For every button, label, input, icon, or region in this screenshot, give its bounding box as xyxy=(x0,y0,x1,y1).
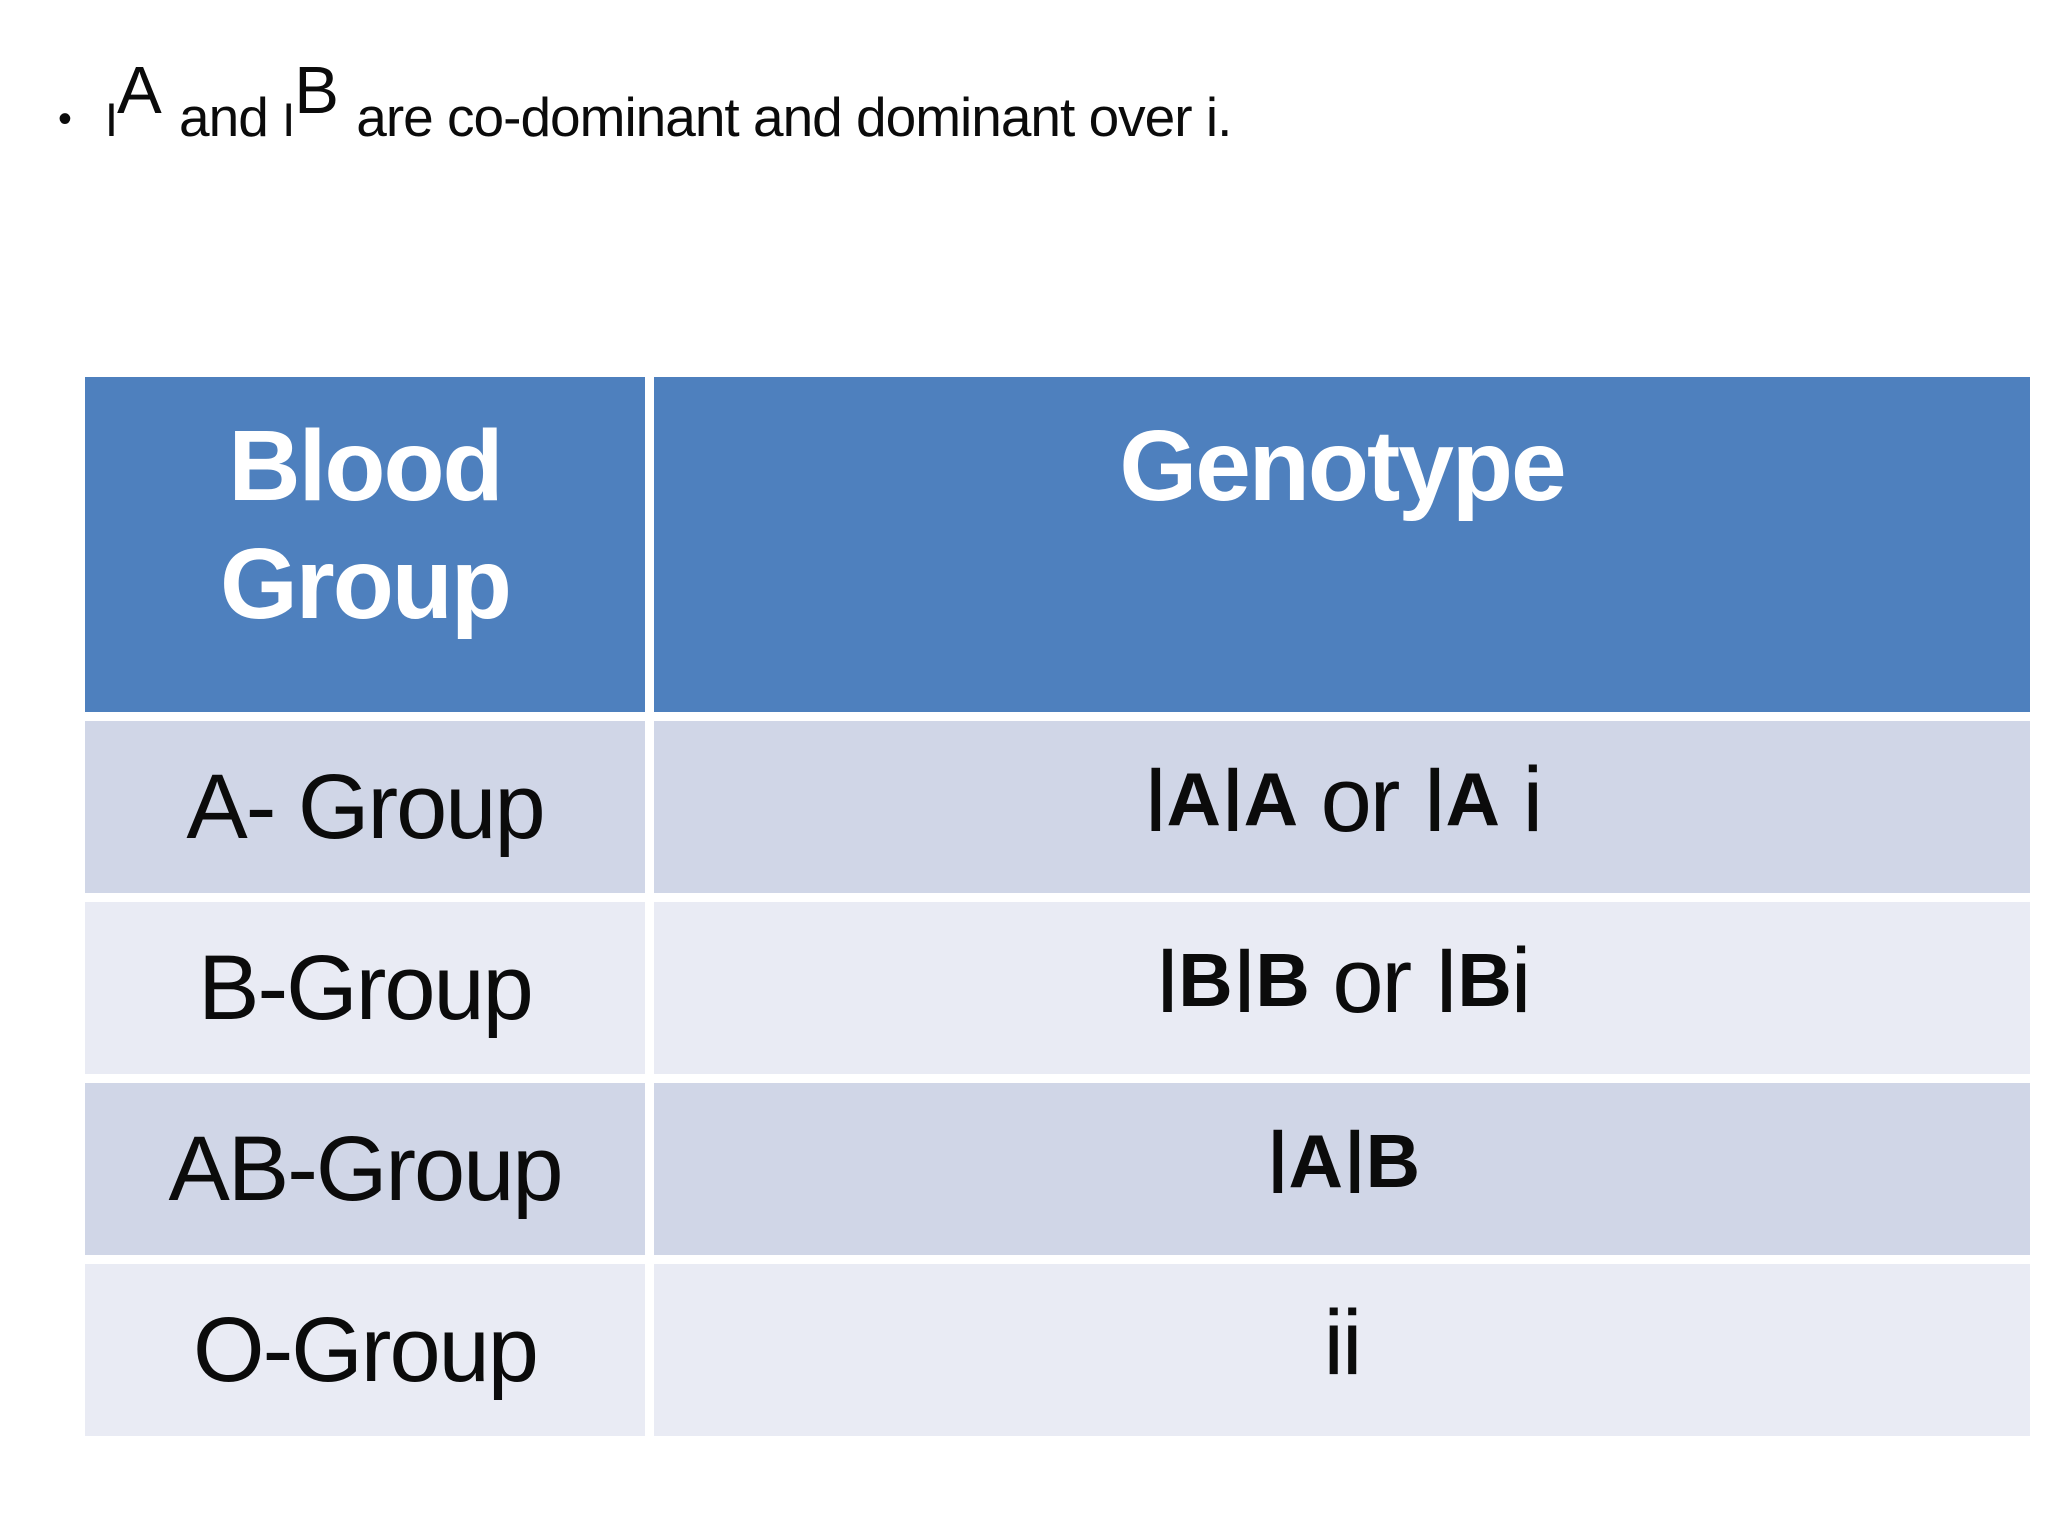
text-segment: I xyxy=(1342,1111,1368,1213)
superscript-allele: A xyxy=(1288,1119,1343,1204)
text-segment: I xyxy=(282,94,295,148)
superscript-allele: B xyxy=(1178,938,1232,1023)
superscript-allele: B xyxy=(1457,938,1511,1023)
text-segment: I xyxy=(1220,749,1246,851)
bullet-text: IA and IB are co-dominant and dominant o… xyxy=(104,53,1233,149)
superscript-allele: B xyxy=(1255,938,1309,1023)
text-segment: I xyxy=(1421,749,1448,851)
text-segment: I xyxy=(1231,930,1258,1032)
superscript-allele: B xyxy=(294,53,339,128)
cell-blood-group-o: O-Group xyxy=(85,1264,645,1436)
text-segment: and xyxy=(164,86,283,149)
cell-blood-group-b: B-Group xyxy=(85,902,645,1074)
superscript-allele: A xyxy=(117,53,162,128)
cell-genotype-o: ii xyxy=(654,1264,2030,1436)
text-segment: I xyxy=(104,94,118,148)
column-header-genotype: Genotype xyxy=(654,377,2030,712)
superscript-allele: A xyxy=(1445,757,1500,842)
bullet-line: • IA and IB are co-dominant and dominant … xyxy=(58,52,1233,150)
superscript-allele: A xyxy=(1243,757,1298,842)
superscript-allele: A xyxy=(1166,757,1221,842)
text-segment: I xyxy=(1433,930,1460,1032)
text-segment: are co-dominant and dominant over i. xyxy=(342,86,1232,149)
text-segment: or xyxy=(1308,930,1434,1032)
text-segment: or xyxy=(1297,749,1422,851)
bullet-marker: • xyxy=(58,97,72,142)
text-segment: i xyxy=(1499,749,1543,851)
text-segment: I xyxy=(1142,749,1169,851)
superscript-allele: B xyxy=(1365,1119,1420,1204)
column-header-blood-group: Blood Group xyxy=(85,377,645,712)
text-segment: ii xyxy=(1323,1292,1363,1394)
cell-blood-group-a: A- Group xyxy=(85,721,645,893)
text-segment: I xyxy=(1154,930,1181,1032)
cell-blood-group-ab: AB-Group xyxy=(85,1083,645,1255)
text-segment: i xyxy=(1510,930,1532,1032)
text-segment: I xyxy=(1264,1111,1291,1213)
